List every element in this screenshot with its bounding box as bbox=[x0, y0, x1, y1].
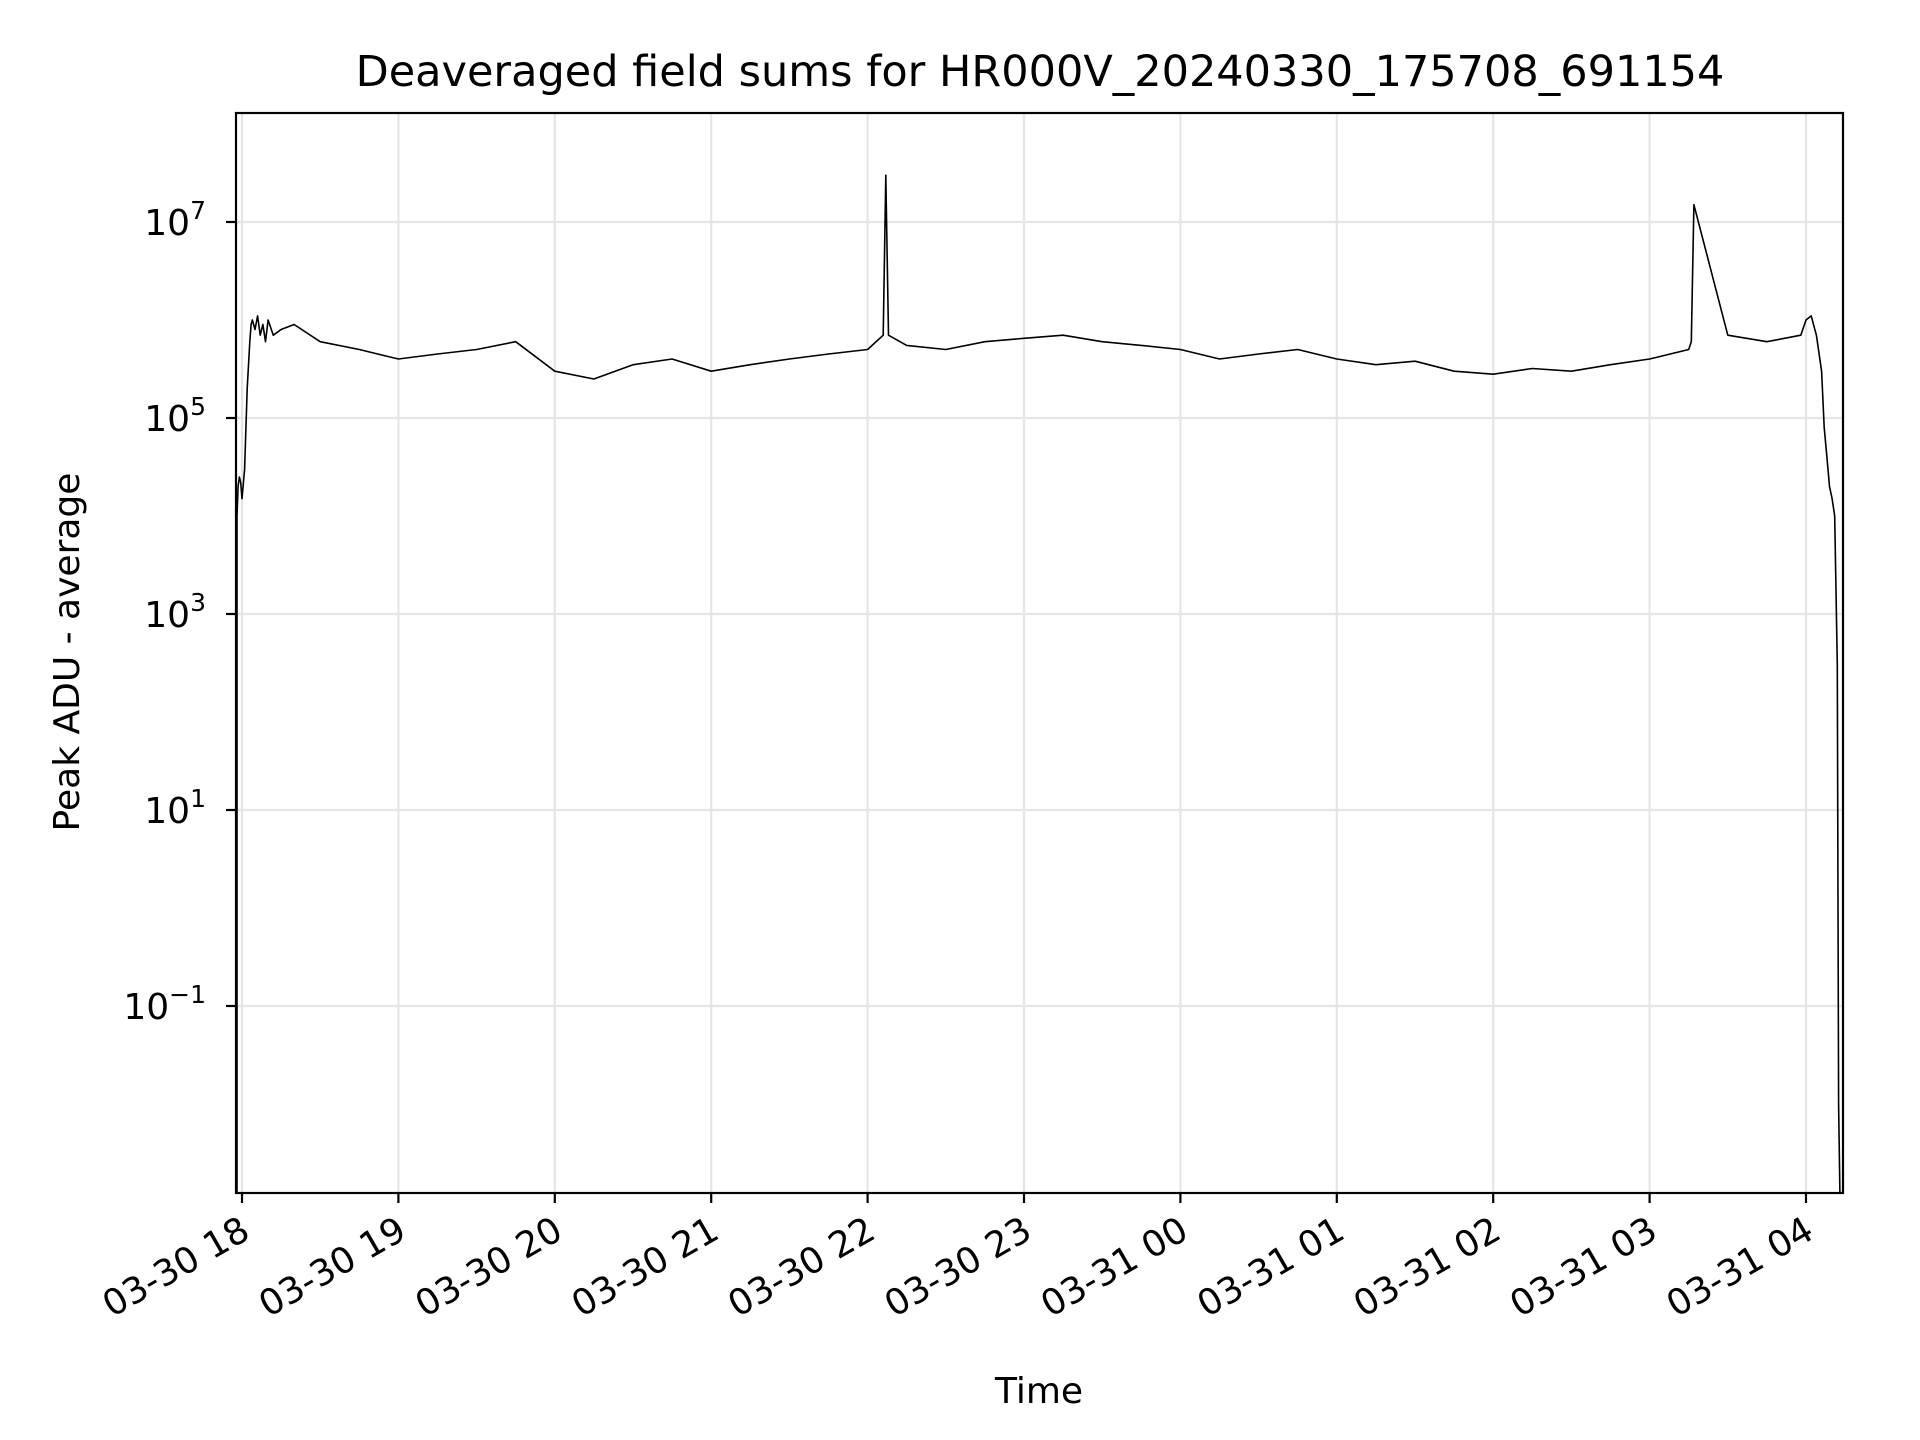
y-tick-base: 10 bbox=[144, 203, 190, 244]
x-tick-label: 03-31 02 bbox=[1347, 1209, 1508, 1325]
x-tick-label: 03-30 22 bbox=[721, 1209, 882, 1325]
x-axis-label: Time bbox=[994, 1371, 1083, 1412]
y-tick-label: 103 bbox=[144, 588, 206, 636]
x-tick-label: 03-31 03 bbox=[1503, 1209, 1664, 1325]
y-tick-base: 10 bbox=[123, 987, 169, 1028]
y-tick-label: 105 bbox=[144, 392, 206, 440]
y-tick-exponent: 5 bbox=[190, 392, 206, 421]
y-tick-base: 10 bbox=[144, 595, 190, 636]
x-tick-label: 03-30 20 bbox=[409, 1209, 570, 1325]
x-tick-label: 03-30 21 bbox=[565, 1209, 726, 1325]
series-layer bbox=[236, 174, 1841, 1194]
x-tick-label: 03-31 00 bbox=[1034, 1209, 1195, 1325]
y-tick-base: 10 bbox=[144, 791, 190, 832]
y-tick-exponent: −1 bbox=[169, 980, 206, 1009]
grid bbox=[236, 113, 1843, 1193]
y-tick-exponent: 1 bbox=[190, 784, 206, 813]
x-tick-label: 03-30 23 bbox=[878, 1209, 1039, 1325]
x-tick-label: 03-31 01 bbox=[1191, 1209, 1352, 1325]
y-tick-exponent: 7 bbox=[190, 196, 206, 225]
y-tick-label: 10−1 bbox=[123, 980, 206, 1028]
y-axis-label: Peak ADU - average bbox=[47, 473, 88, 832]
data-series-line bbox=[236, 174, 1841, 1194]
x-tick-label: 03-30 18 bbox=[96, 1209, 257, 1325]
y-tick-label: 101 bbox=[144, 784, 206, 832]
y-tick-exponent: 3 bbox=[190, 588, 206, 617]
chart-title: Deaveraged field sums for HR000V_2024033… bbox=[356, 47, 1725, 97]
x-tick-label: 03-30 19 bbox=[252, 1209, 413, 1325]
y-tick-base: 10 bbox=[144, 399, 190, 440]
y-tick-label: 107 bbox=[144, 196, 206, 244]
x-tick-label: 03-31 04 bbox=[1660, 1209, 1821, 1325]
plot-frame bbox=[234, 111, 1845, 1195]
